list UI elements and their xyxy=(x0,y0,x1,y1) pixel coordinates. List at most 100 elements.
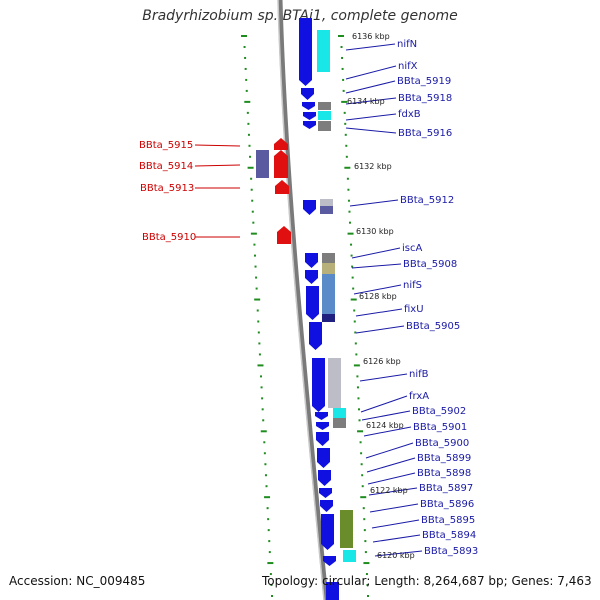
gene-leader-line xyxy=(345,113,397,121)
gene-leader-line xyxy=(359,373,408,382)
gene-label: nifN xyxy=(397,39,417,50)
forward-gene xyxy=(302,102,315,110)
gene-leader-line xyxy=(360,395,408,413)
forward-gene xyxy=(306,286,319,302)
gene-leader-line xyxy=(345,97,397,105)
gene-label: BBta_5914 xyxy=(139,161,193,172)
forward-gene xyxy=(317,448,330,468)
gene-label: BBta_5908 xyxy=(403,259,457,270)
gene-label: BBta_5915 xyxy=(139,140,193,151)
gene-label: nifB xyxy=(409,369,429,380)
gene-leader-line xyxy=(374,550,423,557)
forward-gene xyxy=(299,60,312,86)
gene-leader-line xyxy=(355,325,405,334)
accession-text: Accession: NC_009485 xyxy=(9,574,146,588)
gene-label: BBta_5897 xyxy=(419,483,473,494)
gene-label: BBta_5912 xyxy=(400,195,454,206)
forward-gene xyxy=(320,500,333,512)
kbp-label: 6130 kbp xyxy=(356,227,394,236)
gene-label: nifS xyxy=(403,280,422,291)
genome-backbone xyxy=(277,0,329,600)
map-title: Bradyrhizobium sp. BTAi1, complete genom… xyxy=(142,8,458,24)
gene-label: BBta_5895 xyxy=(421,515,475,526)
outer-track-feature xyxy=(322,314,335,322)
gene-leader-line xyxy=(345,65,397,80)
gene-label: BBta_5913 xyxy=(140,183,194,194)
gene-label: BBta_5919 xyxy=(397,76,451,87)
gene-label: BBta_5898 xyxy=(417,468,471,479)
gene-leader-line xyxy=(367,472,416,485)
gene-label: fixU xyxy=(404,304,424,315)
forward-gene xyxy=(303,112,316,120)
gene-leader-line xyxy=(372,534,421,543)
forward-gene xyxy=(318,470,331,486)
gene-label: BBta_5902 xyxy=(412,406,466,417)
gene-label: BBta_5905 xyxy=(406,321,460,332)
outer-track-feature xyxy=(317,58,330,72)
gene-label: BBta_5901 xyxy=(413,422,467,433)
genome-backbone-highlight xyxy=(277,0,325,600)
gene-leader-line xyxy=(351,263,402,269)
gene-leader-line xyxy=(345,80,396,94)
gene-leader-line xyxy=(366,457,416,473)
gene-label: BBta_5893 xyxy=(424,546,478,557)
reverse-track-feature xyxy=(256,150,269,178)
gene-leader-line xyxy=(371,519,420,529)
gene-leader-line xyxy=(349,199,399,207)
gene-label: BBta_5910 xyxy=(142,232,196,243)
reverse-gene xyxy=(274,150,288,178)
kbp-label: 6120 kbp xyxy=(377,551,415,560)
kbp-label: 6126 kbp xyxy=(363,357,401,366)
gene-leader-line xyxy=(353,284,402,295)
forward-gene xyxy=(326,582,339,600)
outer-track-feature xyxy=(322,274,335,314)
gene-leader-line xyxy=(345,127,397,134)
gene-leader-line xyxy=(351,247,401,259)
outer-track-feature xyxy=(343,550,356,562)
gene-label: BBta_5894 xyxy=(422,530,476,541)
kbp-label: 6122 kbp xyxy=(370,486,408,495)
forward-gene xyxy=(323,556,336,566)
forward-gene xyxy=(312,358,325,412)
gene-label: BBta_5916 xyxy=(398,128,452,139)
outer-track-feature xyxy=(317,30,330,58)
outer-track-feature xyxy=(333,408,346,418)
kbp-label: 6134 kbp xyxy=(347,97,385,106)
gene-label: BBta_5900 xyxy=(415,438,469,449)
gene-leader-line xyxy=(361,410,411,421)
forward-gene xyxy=(315,412,328,420)
gene-label: frxA xyxy=(409,391,429,402)
gene-label: iscA xyxy=(402,243,422,254)
outer-track-feature xyxy=(320,199,333,206)
forward-gene xyxy=(305,270,318,284)
gene-label: fdxB xyxy=(398,109,421,120)
outer-track-feature xyxy=(322,263,335,274)
kbp-label: 6132 kbp xyxy=(354,162,392,171)
topology-text: Topology: circular; Length: 8,264,687 bp… xyxy=(262,574,592,588)
forward-gene xyxy=(319,488,332,498)
gene-leader-line xyxy=(368,487,418,496)
forward-gene xyxy=(299,18,312,60)
outer-track-feature xyxy=(340,510,353,548)
forward-gene xyxy=(321,514,334,550)
gene-label: nifX xyxy=(398,61,418,72)
kbp-label: 6128 kbp xyxy=(359,292,397,301)
gene-leader-line xyxy=(194,144,241,147)
gene-leader-line xyxy=(355,308,403,317)
forward-gene xyxy=(303,200,316,215)
outer-track-feature xyxy=(333,418,346,428)
gene-label: BBta_5896 xyxy=(420,499,474,510)
forward-gene xyxy=(316,422,329,430)
outer-track-feature xyxy=(328,358,341,408)
forward-gene xyxy=(306,302,319,320)
outer-track-feature xyxy=(322,253,335,263)
outer-track-feature xyxy=(318,121,331,131)
reverse-gene xyxy=(277,226,291,244)
gene-label: BBta_5899 xyxy=(417,453,471,464)
reverse-gene xyxy=(275,180,289,194)
outer-track-feature xyxy=(320,206,333,214)
kbp-label: 6136 kbp xyxy=(352,32,390,41)
forward-gene xyxy=(305,253,318,268)
gene-leader-line xyxy=(363,426,412,437)
